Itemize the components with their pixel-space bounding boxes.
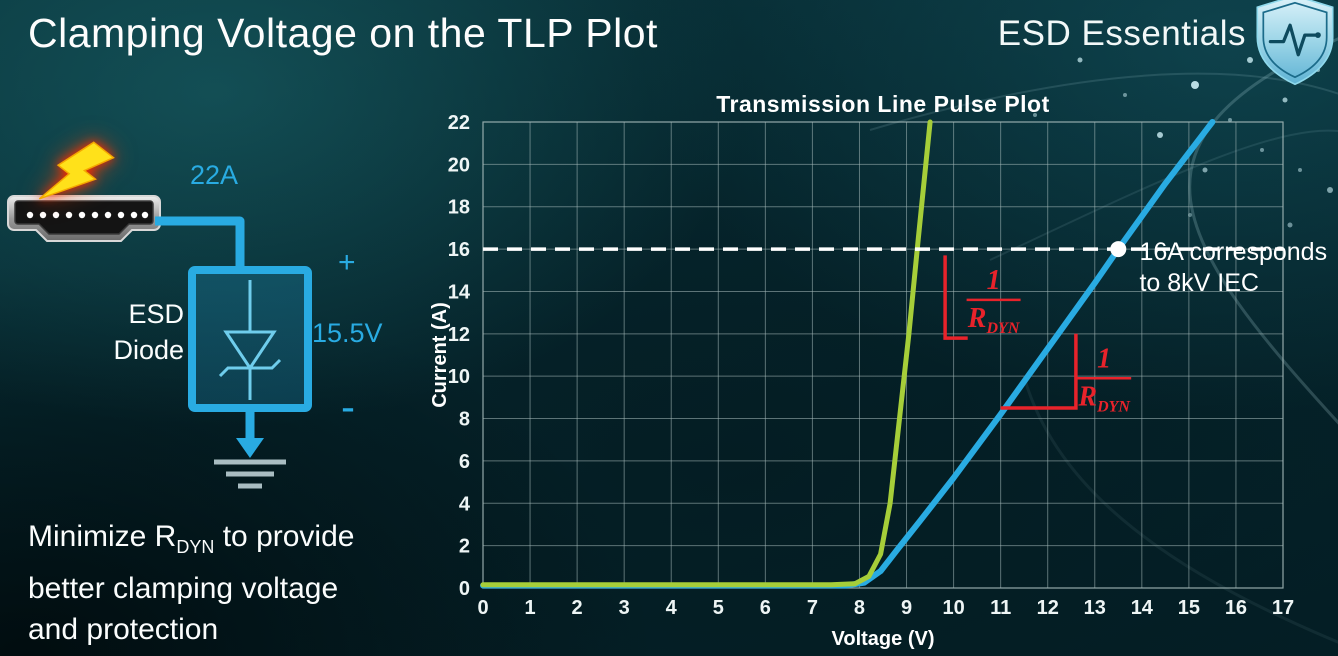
svg-text:16: 16	[1225, 597, 1247, 619]
esd-circuit-diagram	[7, 141, 312, 489]
svg-text:4: 4	[459, 493, 471, 515]
current-label: 22A	[190, 160, 239, 190]
esd-diode-label-line2: Diode	[113, 335, 184, 365]
svg-text:22: 22	[448, 112, 470, 134]
svg-text:14: 14	[448, 281, 471, 303]
caption-line2: better clamping voltage	[28, 572, 339, 605]
svg-text:3: 3	[619, 597, 630, 619]
caption-line3: and protection	[28, 613, 219, 646]
svg-text:8: 8	[854, 597, 865, 619]
svg-text:10: 10	[942, 597, 964, 619]
svg-text:2: 2	[459, 536, 470, 558]
svg-text:0: 0	[477, 597, 488, 619]
ground-symbol-icon	[214, 459, 286, 489]
svg-text:RDYN: RDYN	[967, 303, 1021, 337]
svg-text:20: 20	[448, 154, 470, 176]
svg-text:RDYN: RDYN	[1077, 381, 1131, 415]
svg-text:14: 14	[1131, 597, 1154, 619]
caption-line1-post: to provide	[214, 520, 355, 553]
lightning-bolt-icon	[38, 141, 115, 200]
svg-text:Voltage (V): Voltage (V)	[832, 628, 935, 650]
hdmi-connector-icon	[7, 195, 161, 242]
page-title: Clamping Voltage on the TLP Plot	[28, 10, 658, 56]
svg-text:18: 18	[448, 197, 470, 219]
svg-text:6: 6	[760, 597, 771, 619]
brand-title: ESD Essentials	[997, 14, 1246, 53]
svg-text:11: 11	[990, 597, 1011, 619]
svg-text:1: 1	[524, 597, 535, 619]
svg-text:0: 0	[459, 578, 470, 600]
svg-text:1: 1	[1097, 343, 1111, 374]
esd-diode-label: ESD Diode	[88, 296, 184, 368]
svg-text:16: 16	[448, 239, 470, 261]
svg-text:to 8kV IEC: to 8kV IEC	[1139, 269, 1259, 297]
svg-text:Transmission Line Pulse Plot: Transmission Line Pulse Plot	[716, 91, 1050, 117]
ground-arrow	[236, 408, 264, 458]
svg-text:8: 8	[459, 409, 470, 431]
plus-label: +	[338, 246, 356, 279]
svg-text:6: 6	[459, 451, 470, 473]
svg-text:15: 15	[1178, 597, 1200, 619]
wire	[155, 216, 245, 272]
svg-text:13: 13	[1084, 597, 1106, 619]
svg-text:1: 1	[987, 265, 1001, 296]
svg-text:10: 10	[448, 366, 470, 388]
svg-text:12: 12	[1037, 597, 1059, 619]
svg-text:17: 17	[1272, 597, 1294, 619]
svg-text:9: 9	[901, 597, 912, 619]
caption: Minimize RDYN to provide better clamping…	[28, 516, 354, 650]
svg-text:5: 5	[713, 597, 724, 619]
diode-symbol-icon	[218, 280, 282, 400]
svg-text:4: 4	[666, 597, 678, 619]
svg-text:12: 12	[448, 324, 470, 346]
caption-line1-sub: DYN	[176, 537, 215, 557]
caption-line1-pre: Minimize R	[28, 520, 177, 553]
svg-text:2: 2	[572, 597, 583, 619]
minus-label: -	[341, 383, 355, 430]
esd-diode-label-line1: ESD	[128, 299, 184, 329]
shield-icon	[1256, 0, 1334, 86]
svg-text:7: 7	[807, 597, 818, 619]
tlp-chart: 0 1 2 3 4 5 6 7 8 9 10 11 12 13 14 15 16 1702468101214161…	[430, 91, 1327, 650]
caption-line1: Minimize RDYN to provide	[28, 516, 354, 568]
svg-text:16A corresponds: 16A corresponds	[1139, 238, 1327, 266]
voltage-label: 15.5V	[312, 318, 383, 348]
svg-text:Current (A): Current (A)	[430, 302, 451, 408]
